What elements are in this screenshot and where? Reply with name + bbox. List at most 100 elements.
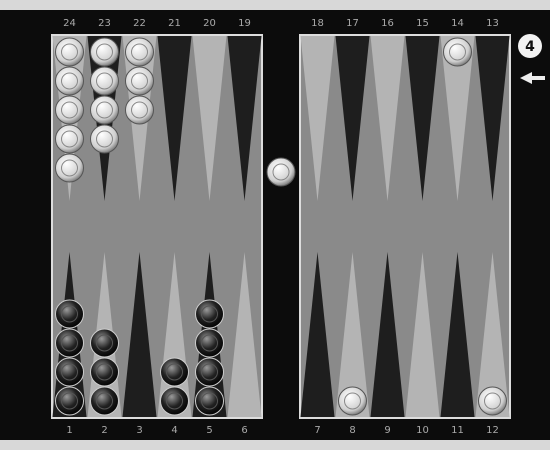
checker	[90, 66, 119, 96]
checker	[160, 386, 189, 416]
checker	[443, 37, 472, 67]
checker-ring	[201, 363, 218, 381]
checker	[195, 328, 224, 358]
checker-ring	[96, 130, 113, 148]
checker	[160, 357, 189, 387]
top-point	[370, 36, 405, 201]
checker	[90, 357, 119, 387]
top-point	[227, 36, 262, 201]
checker-ring	[96, 101, 113, 119]
top-point	[192, 36, 227, 201]
checker-ring	[61, 392, 78, 410]
bottom-point	[405, 252, 440, 417]
direction-arrow	[520, 72, 545, 84]
checker-ring	[61, 72, 78, 90]
bottom-point-label: 12	[486, 425, 499, 436]
bottom-point-label: 2	[101, 425, 107, 436]
checker-ring	[61, 130, 78, 148]
checker-ring	[96, 43, 113, 61]
top-point-label: 24	[63, 18, 76, 29]
checker-ring	[201, 392, 218, 410]
bottom-point-label: 9	[384, 425, 390, 436]
top-point	[405, 36, 440, 201]
checker-ring	[61, 305, 78, 323]
top-point	[440, 36, 475, 201]
checker-ring	[61, 101, 78, 119]
bottom-point	[370, 252, 405, 417]
bottom-point	[475, 252, 510, 417]
cube-value: 4	[525, 39, 535, 55]
checker	[195, 357, 224, 387]
checker-ring	[61, 43, 78, 61]
checker-ring	[166, 392, 183, 410]
top-point-label: 15	[416, 18, 429, 29]
checker	[55, 95, 84, 125]
top-point-label: 23	[98, 18, 111, 29]
bottom-point	[227, 252, 262, 417]
bottom-point-label: 4	[171, 425, 177, 436]
top-point-label: 17	[346, 18, 359, 29]
top-point	[300, 36, 335, 201]
checker-ring	[96, 334, 113, 352]
bottom-point	[335, 252, 370, 417]
checker	[90, 95, 119, 125]
bottom-point-label: 5	[206, 425, 212, 436]
checker-ring	[449, 43, 466, 61]
checker	[125, 66, 154, 96]
checker-ring	[96, 363, 113, 381]
bottom-point-label: 3	[136, 425, 142, 436]
checker-ring	[61, 159, 78, 177]
checker	[55, 124, 84, 154]
checker	[90, 37, 119, 67]
top-point	[157, 36, 192, 201]
checker	[338, 386, 367, 416]
checker	[55, 299, 84, 329]
top-point-label: 20	[203, 18, 216, 29]
left-half	[51, 34, 263, 419]
bottom-point-label: 8	[349, 425, 355, 436]
top-point	[335, 36, 370, 201]
checker-ring	[131, 101, 148, 119]
bottom-point-label: 6	[241, 425, 247, 436]
checker-ring	[344, 392, 361, 410]
checker-ring	[61, 363, 78, 381]
checker	[55, 153, 84, 183]
checker	[55, 357, 84, 387]
cube-circle	[518, 34, 542, 58]
checker-ring	[166, 363, 183, 381]
top-point-label: 21	[168, 18, 181, 29]
checker	[90, 328, 119, 358]
top-point-label: 16	[381, 18, 394, 29]
checker	[90, 124, 119, 154]
bottom-point-label: 10	[416, 425, 429, 436]
checker-ring	[201, 334, 218, 352]
checker	[266, 157, 296, 187]
checker	[195, 386, 224, 416]
checker-ring	[131, 43, 148, 61]
checker	[125, 37, 154, 67]
top-point-label: 18	[311, 18, 324, 29]
top-point-label: 13	[486, 18, 499, 29]
right-half	[299, 34, 511, 419]
bottom-point-label: 11	[451, 425, 464, 436]
checker-ring	[272, 163, 290, 181]
checker	[195, 299, 224, 329]
checker	[55, 66, 84, 96]
bottom-point	[122, 252, 157, 417]
checker	[55, 386, 84, 416]
bottom-point-label: 1	[66, 425, 72, 436]
checker	[478, 386, 507, 416]
checker-ring	[201, 305, 218, 323]
bottom-point	[440, 252, 475, 417]
checker-ring	[484, 392, 501, 410]
top-point	[475, 36, 510, 201]
checker	[55, 328, 84, 358]
checker-ring	[96, 392, 113, 410]
checker-ring	[131, 72, 148, 90]
top-point-label: 19	[238, 18, 251, 29]
cube: 4	[518, 34, 542, 58]
checker-ring	[96, 72, 113, 90]
checker-ring	[61, 334, 78, 352]
